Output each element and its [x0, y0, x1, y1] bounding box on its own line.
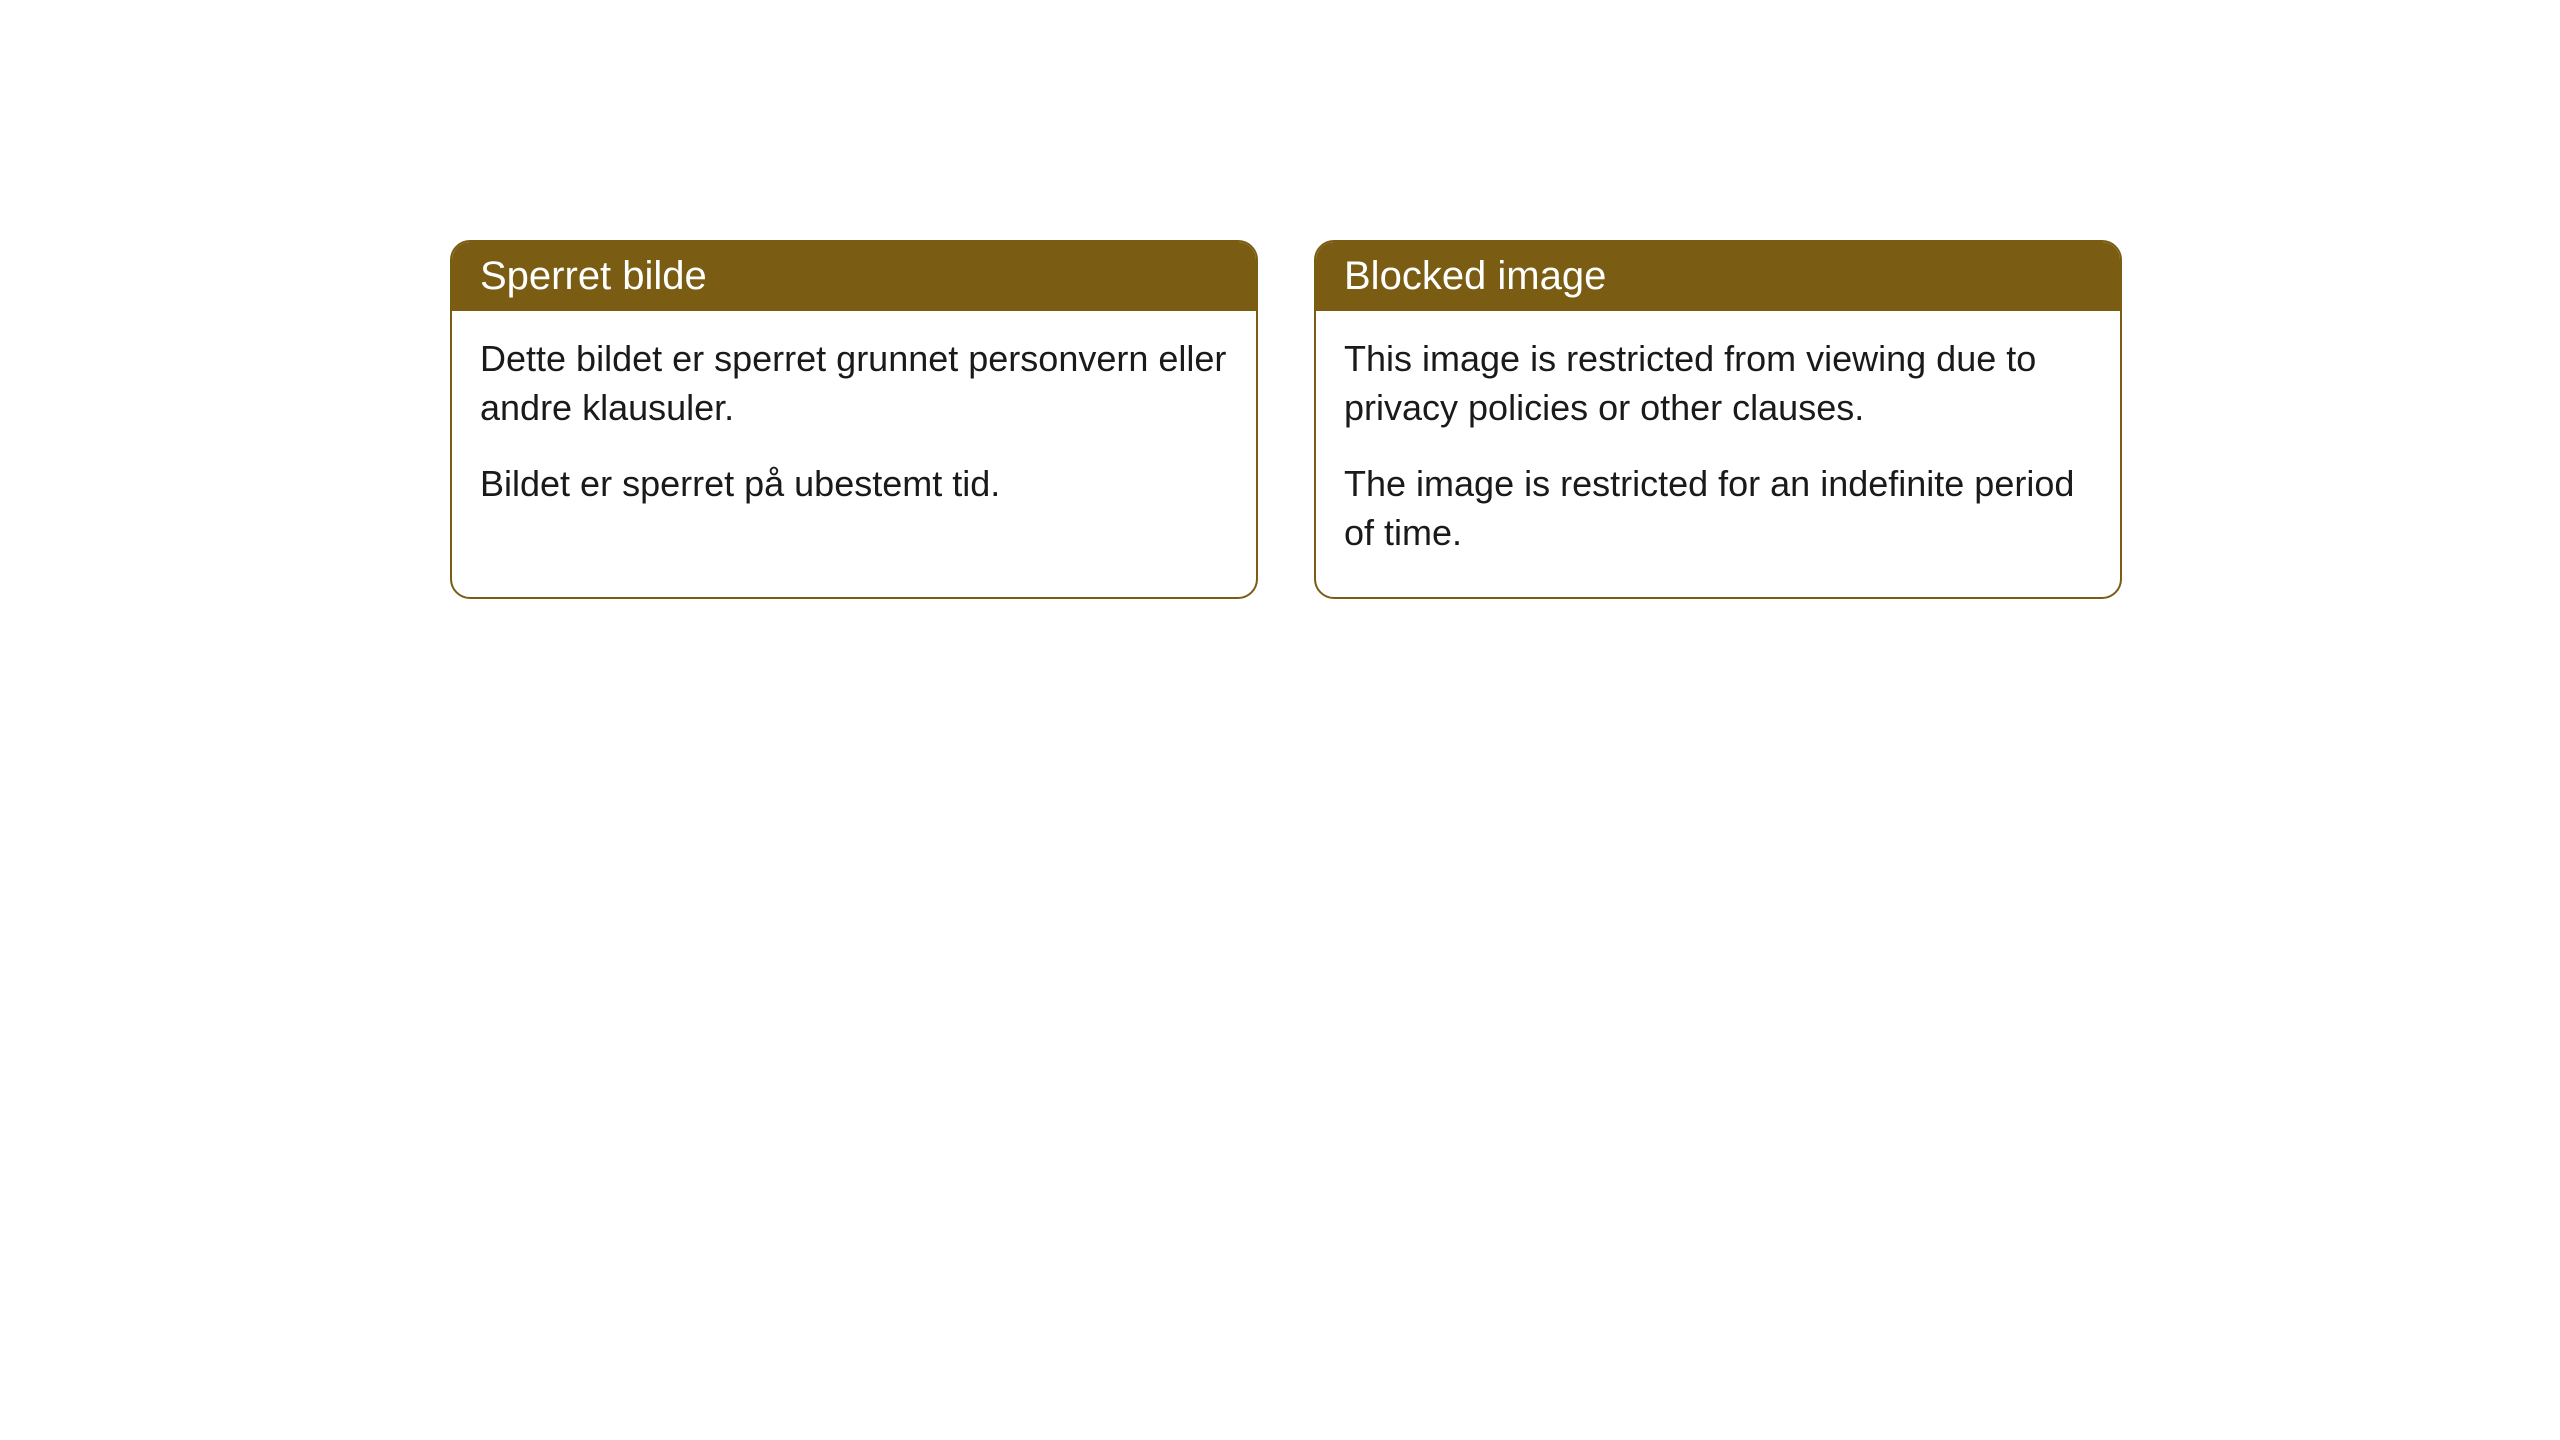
card-text-line-1: This image is restricted from viewing du…	[1344, 335, 2092, 432]
notice-card-english: Blocked image This image is restricted f…	[1314, 240, 2122, 599]
card-text-line-1: Dette bildet er sperret grunnet personve…	[480, 335, 1228, 432]
card-title: Blocked image	[1316, 242, 2120, 311]
notice-card-norwegian: Sperret bilde Dette bildet er sperret gr…	[450, 240, 1258, 599]
card-title: Sperret bilde	[452, 242, 1256, 311]
card-body: Dette bildet er sperret grunnet personve…	[452, 311, 1256, 549]
notice-cards-container: Sperret bilde Dette bildet er sperret gr…	[450, 240, 2122, 599]
card-body: This image is restricted from viewing du…	[1316, 311, 2120, 597]
card-text-line-2: The image is restricted for an indefinit…	[1344, 460, 2092, 557]
card-text-line-2: Bildet er sperret på ubestemt tid.	[480, 460, 1228, 509]
